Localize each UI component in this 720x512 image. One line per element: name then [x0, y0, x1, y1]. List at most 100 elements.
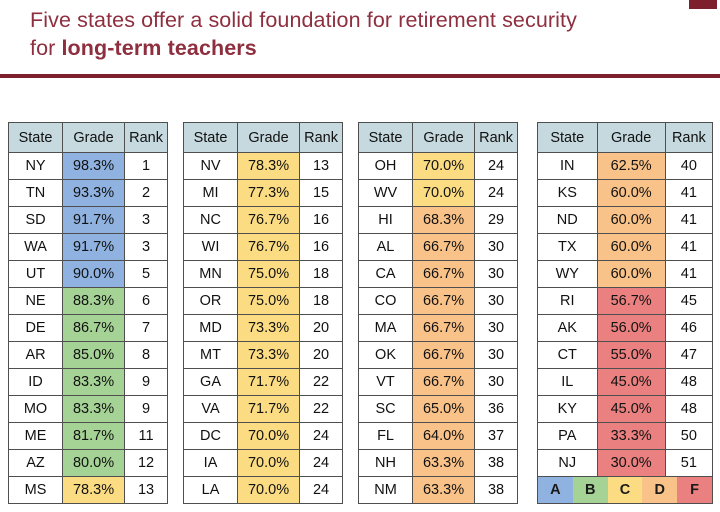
state-cell: IL — [537, 368, 598, 396]
rank-cell: 38 — [474, 449, 518, 477]
grade-table-group-1: State Grade Rank NY 98.3% 1 TN 93.3% 2 SD 91.7%… — [7, 122, 168, 504]
rank-cell: 30 — [474, 260, 518, 288]
grade-cell: 33.3% — [596, 422, 666, 450]
grade-table: State Grade Rank OH 70.0% 24 WV 70.0% 24 HI 68.… — [357, 122, 518, 504]
table-row: IN 62.5% 40 — [537, 152, 714, 180]
grade-cell: 70.0% — [412, 179, 476, 207]
title-divider-rule — [0, 74, 720, 78]
state-cell: KY — [537, 395, 598, 423]
table-row: SD 91.7% 3 — [7, 206, 168, 234]
table-row: ND 60.0% 41 — [537, 206, 714, 234]
grade-cell: 66.7% — [412, 341, 476, 369]
rank-cell: 8 — [124, 341, 168, 369]
table-row: OH 70.0% 24 — [357, 152, 518, 180]
grade-cell: 63.3% — [412, 476, 476, 504]
rank-cell: 48 — [664, 368, 714, 396]
grade-cell: 64.0% — [412, 422, 476, 450]
table-row: MO 83.3% 9 — [7, 395, 168, 423]
rank-header: Rank — [299, 122, 343, 153]
legend-grade-A: A — [538, 477, 573, 503]
state-cell: LA — [182, 476, 239, 504]
state-cell: ND — [537, 206, 598, 234]
rank-cell: 20 — [299, 341, 343, 369]
grade-tables-region: State Grade Rank NY 98.3% 1 TN 93.3% 2 SD 91.7%… — [7, 122, 714, 504]
state-cell: PA — [537, 422, 598, 450]
grade-cell: 60.0% — [596, 260, 666, 288]
grade-cell: 55.0% — [596, 341, 666, 369]
state-cell: HI — [357, 206, 414, 234]
state-cell: OH — [357, 152, 414, 180]
table-row: UT 90.0% 5 — [7, 260, 168, 288]
table-row: LA 70.0% 24 — [182, 476, 343, 504]
table-row: WI 76.7% 16 — [182, 233, 343, 261]
header-row: State Grade Rank — [7, 122, 168, 153]
rank-cell: 50 — [664, 422, 714, 450]
rank-cell: 6 — [124, 287, 168, 315]
table-row: AZ 80.0% 12 — [7, 449, 168, 477]
table-row: MA 66.7% 30 — [357, 314, 518, 342]
table-row: WA 91.7% 3 — [7, 233, 168, 261]
state-cell: OK — [357, 341, 414, 369]
rank-cell: 40 — [664, 152, 714, 180]
grade-cell: 91.7% — [62, 233, 126, 261]
grade-cell: 45.0% — [596, 368, 666, 396]
table-row: AL 66.7% 30 — [357, 233, 518, 261]
state-cell: NE — [7, 287, 64, 315]
table-row: OK 66.7% 30 — [357, 341, 518, 369]
grade-cell: 81.7% — [62, 422, 126, 450]
rank-cell: 30 — [474, 287, 518, 315]
title-line2-bold: long-term teachers — [61, 36, 257, 61]
rank-cell: 30 — [474, 314, 518, 342]
table-row: VT 66.7% 30 — [357, 368, 518, 396]
table-row: ME 81.7% 11 — [7, 422, 168, 450]
table-row: NV 78.3% 13 — [182, 152, 343, 180]
grade-cell: 45.0% — [596, 395, 666, 423]
state-cell: AK — [537, 314, 598, 342]
grade-cell: 56.7% — [596, 287, 666, 315]
state-cell: WY — [537, 260, 598, 288]
rank-cell: 37 — [474, 422, 518, 450]
grade-cell: 60.0% — [596, 179, 666, 207]
grade-cell: 75.0% — [237, 287, 301, 315]
grade-table-group-3: State Grade Rank OH 70.0% 24 WV 70.0% 24 HI 68.… — [357, 122, 518, 504]
table-row: KS 60.0% 41 — [537, 179, 714, 207]
table-row: AK 56.0% 46 — [537, 314, 714, 342]
table-row: DC 70.0% 24 — [182, 422, 343, 450]
state-cell: CT — [537, 341, 598, 369]
rank-cell: 2 — [124, 179, 168, 207]
state-cell: CO — [357, 287, 414, 315]
grade-cell: 73.3% — [237, 341, 301, 369]
grade-cell: 75.0% — [237, 260, 301, 288]
grade-cell: 83.3% — [62, 368, 126, 396]
rank-cell: 22 — [299, 368, 343, 396]
grade-cell: 76.7% — [237, 206, 301, 234]
table-row: MD 73.3% 20 — [182, 314, 343, 342]
table-row: PA 33.3% 50 — [537, 422, 714, 450]
table-row: NY 98.3% 1 — [7, 152, 168, 180]
state-cell: RI — [537, 287, 598, 315]
rank-cell: 47 — [664, 341, 714, 369]
table-row: NE 88.3% 6 — [7, 287, 168, 315]
rank-cell: 38 — [474, 476, 518, 504]
legend-grade-F: F — [677, 477, 712, 503]
page-title: Five states offer a solid foundation for… — [30, 6, 670, 63]
grade-cell: 70.0% — [237, 476, 301, 504]
rank-cell: 9 — [124, 395, 168, 423]
grade-cell: 66.7% — [412, 314, 476, 342]
header-row: State Grade Rank — [182, 122, 343, 153]
rank-cell: 36 — [474, 395, 518, 423]
grade-cell: 62.5% — [596, 152, 666, 180]
grade-cell: 66.7% — [412, 233, 476, 261]
rank-cell: 13 — [124, 476, 168, 504]
grade-cell: 68.3% — [412, 206, 476, 234]
table-row: NM 63.3% 38 — [357, 476, 518, 504]
rank-cell: 16 — [299, 233, 343, 261]
grade-cell: 71.7% — [237, 368, 301, 396]
grade-cell: 70.0% — [412, 152, 476, 180]
grade-cell: 66.7% — [412, 260, 476, 288]
grade-cell: 90.0% — [62, 260, 126, 288]
grade-header: Grade — [237, 122, 301, 153]
grade-cell: 98.3% — [62, 152, 126, 180]
state-cell: WV — [357, 179, 414, 207]
table-row: MN 75.0% 18 — [182, 260, 343, 288]
